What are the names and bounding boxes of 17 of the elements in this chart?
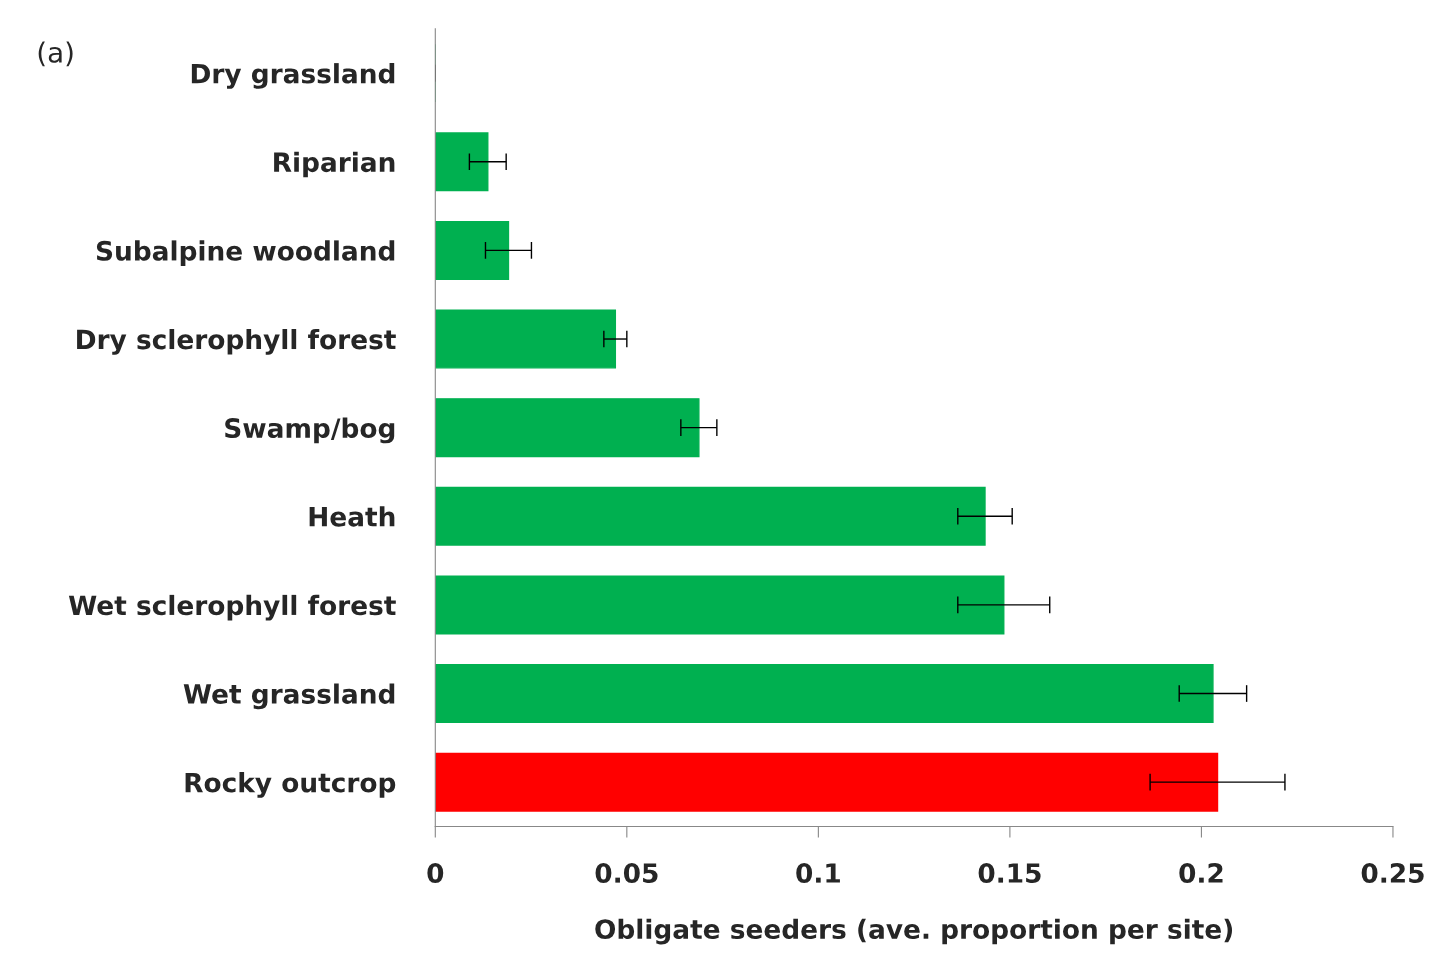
y-tick-label: Rocky outcrop: [185, 772, 396, 798]
text: (a): [38, 41, 73, 67]
x-tick-label: 0.05: [595, 863, 658, 883]
y-tick-label: Wet grassland: [183, 683, 395, 710]
y-tick-label: Dry grassland: [191, 63, 395, 89]
x-tick-label: 0.2: [1179, 863, 1223, 883]
y-tick-label: Heath: [309, 506, 395, 527]
y-tick-label: Riparian: [274, 151, 395, 178]
x-tick-label: 0.25: [1361, 863, 1424, 883]
y-tick-label: Dry sclerophyll forest: [77, 328, 396, 355]
x-tick-label: 0.1: [796, 863, 840, 883]
x-tick-label: 0.15: [978, 863, 1041, 883]
x-tick-label: 0: [427, 863, 444, 883]
y-tick-label: Wet sclerophyll forest: [68, 594, 396, 621]
y-tick-label: Swamp/bog: [225, 417, 395, 444]
x-axis-title: Obligate seeders (ave. proportion per site): [595, 918, 1233, 945]
y-tick-label: Subalpine woodland: [96, 240, 395, 266]
